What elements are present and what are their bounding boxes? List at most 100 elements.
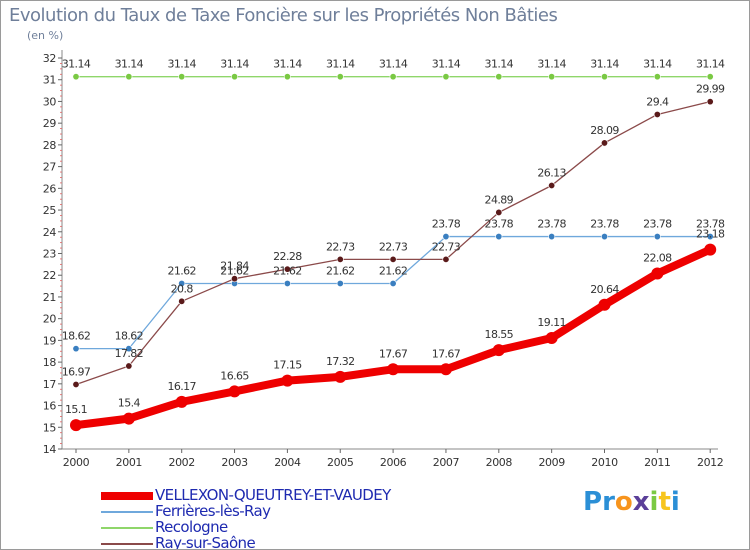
- proxiti-logo: Proxiti: [583, 487, 680, 517]
- data-label: 17.67: [379, 347, 408, 360]
- data-point: [281, 374, 294, 387]
- logo-letter: r: [602, 487, 615, 517]
- data-label: 22.73: [326, 240, 355, 253]
- data-point: [125, 73, 133, 81]
- logo-letter: x: [632, 487, 650, 517]
- data-point: [548, 73, 556, 81]
- data-point: [653, 110, 661, 118]
- data-point: [389, 279, 397, 287]
- data-point: [228, 385, 241, 398]
- data-label: 17.32: [326, 355, 355, 368]
- data-label: 26.13: [537, 167, 566, 180]
- x-tick-label: 2011: [644, 456, 670, 469]
- x-tick-label: 2012: [697, 456, 723, 469]
- data-point: [653, 73, 661, 81]
- data-point: [231, 73, 239, 81]
- data-point: [283, 265, 291, 273]
- data-point: [600, 233, 608, 241]
- legend-swatch: [101, 492, 153, 500]
- data-label: 31.14: [167, 58, 196, 71]
- data-label: 21.62: [167, 264, 196, 277]
- data-point: [600, 73, 608, 81]
- data-label: 21.62: [273, 264, 302, 277]
- y-tick-label: 15: [43, 421, 57, 434]
- data-label: 18.55: [485, 328, 514, 341]
- data-label: 29.99: [696, 83, 725, 96]
- legend-label: VELLEXON-QUEUTREY-ET-VAUDEY: [155, 486, 391, 504]
- y-tick-label: 30: [43, 95, 57, 108]
- data-point: [439, 363, 452, 376]
- y-tick-label: 22: [43, 269, 56, 282]
- data-label: 31.14: [432, 58, 461, 71]
- data-point: [178, 279, 186, 287]
- data-point: [72, 73, 80, 81]
- data-label-layer: 15.1 15.4 16.17 16.65 17.15 17.32 17.67 17.67 18…: [62, 58, 726, 416]
- data-label: 16.17: [167, 380, 196, 393]
- data-point: [545, 331, 558, 344]
- data-label: 28.09: [590, 124, 619, 137]
- y-tick-label: 21: [43, 291, 56, 304]
- data-label: 21.62: [379, 264, 408, 277]
- data-point: [492, 344, 505, 357]
- data-point: [548, 233, 556, 241]
- logo-letter: P: [583, 487, 603, 517]
- logo-letter: i: [649, 487, 659, 517]
- x-tick-label: 2005: [327, 456, 354, 469]
- legend-swatch: [101, 511, 153, 513]
- data-point: [70, 419, 82, 432]
- y-tick-label: 20: [43, 313, 57, 326]
- data-label: 31.14: [696, 58, 725, 71]
- x-tick-label: 2001: [116, 456, 142, 469]
- series-layer: [70, 73, 717, 432]
- y-tick-label: 28: [43, 139, 57, 152]
- data-point: [283, 73, 291, 81]
- legend-swatch: [101, 527, 153, 529]
- y-tick-label: 26: [43, 182, 57, 195]
- y-tick-label: 27: [43, 161, 57, 174]
- logo-letter: o: [614, 487, 633, 517]
- y-tick-label: 19: [43, 334, 57, 347]
- legend-label: Ray-sur-Saône: [155, 534, 256, 550]
- data-point: [706, 233, 714, 241]
- data-label: 31.14: [485, 58, 514, 71]
- data-label: 21.62: [220, 264, 249, 277]
- data-label: 17.15: [273, 359, 302, 372]
- data-label: 20.64: [590, 283, 619, 296]
- data-label: 31.14: [379, 58, 408, 71]
- y-tick-label: 14: [43, 443, 57, 456]
- data-label: 16.65: [220, 369, 249, 382]
- data-point: [651, 267, 664, 280]
- data-label: 22.08: [643, 251, 672, 264]
- data-label: 31.14: [62, 58, 91, 71]
- data-point: [706, 73, 714, 81]
- data-point: [336, 73, 344, 81]
- x-tick-label: 2003: [221, 456, 248, 469]
- x-tick-label: 2009: [538, 456, 565, 469]
- data-point: [495, 73, 503, 81]
- data-point: [283, 279, 291, 287]
- legend-label: Recologne: [155, 518, 228, 536]
- data-point: [175, 395, 188, 408]
- y-tick-label: 32: [43, 52, 56, 65]
- data-label: 29.4: [646, 95, 669, 108]
- y-tick-label: 17: [43, 378, 57, 391]
- data-label: 17.67: [432, 347, 461, 360]
- data-point: [389, 255, 397, 263]
- x-tick-label: 2002: [168, 456, 194, 469]
- data-label: 18.62: [62, 330, 91, 343]
- data-point: [600, 139, 608, 147]
- data-point: [548, 182, 556, 190]
- legend-label: Ferrières-lès-Ray: [155, 502, 271, 520]
- logo-letter: t: [658, 487, 671, 517]
- data-label: 23.18: [696, 228, 725, 241]
- data-label: 16.97: [62, 365, 91, 378]
- data-point: [231, 275, 239, 283]
- data-label: 23.78: [537, 218, 566, 231]
- data-point: [495, 233, 503, 241]
- data-point: [178, 297, 186, 305]
- data-label: 22.73: [379, 240, 408, 253]
- data-label: 20.8: [171, 282, 194, 295]
- data-point: [72, 380, 80, 388]
